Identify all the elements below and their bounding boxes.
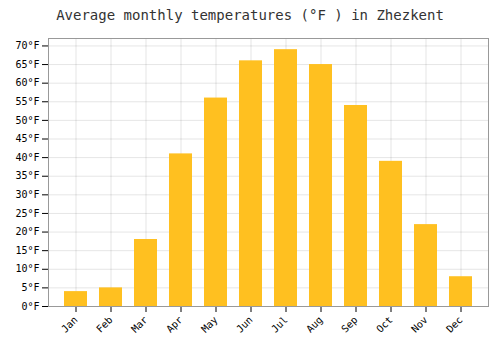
svg-text:5°F: 5°F: [21, 282, 39, 293]
svg-text:35°F: 35°F: [15, 170, 39, 181]
svg-text:10°F: 10°F: [15, 263, 39, 274]
svg-text:20°F: 20°F: [15, 226, 39, 237]
svg-text:Mar: Mar: [129, 314, 150, 335]
svg-text:Jul: Jul: [269, 314, 290, 335]
svg-text:25°F: 25°F: [15, 208, 39, 219]
svg-text:70°F: 70°F: [15, 40, 39, 51]
svg-text:Feb: Feb: [94, 314, 115, 335]
svg-text:Jan: Jan: [59, 314, 80, 335]
svg-text:Sep: Sep: [339, 314, 360, 335]
svg-text:0°F: 0°F: [21, 301, 39, 312]
svg-text:15°F: 15°F: [15, 245, 39, 256]
svg-text:55°F: 55°F: [15, 96, 39, 107]
svg-text:45°F: 45°F: [15, 133, 39, 144]
svg-text:50°F: 50°F: [15, 115, 39, 126]
svg-text:Jun: Jun: [234, 314, 255, 335]
svg-text:Oct: Oct: [374, 314, 395, 335]
svg-text:Nov: Nov: [409, 314, 430, 335]
svg-text:Apr: Apr: [164, 314, 185, 335]
svg-text:30°F: 30°F: [15, 189, 39, 200]
svg-text:65°F: 65°F: [15, 59, 39, 70]
svg-text:60°F: 60°F: [15, 77, 39, 88]
html-text:Average monthly temperatures (: Average monthly temperatures (°F ) in Zh…: [56, 7, 444, 23]
svg-text:Aug: Aug: [304, 314, 325, 335]
svg-text:40°F: 40°F: [15, 152, 39, 163]
svg-text:May: May: [199, 314, 220, 335]
svg-text:Dec: Dec: [444, 314, 465, 335]
